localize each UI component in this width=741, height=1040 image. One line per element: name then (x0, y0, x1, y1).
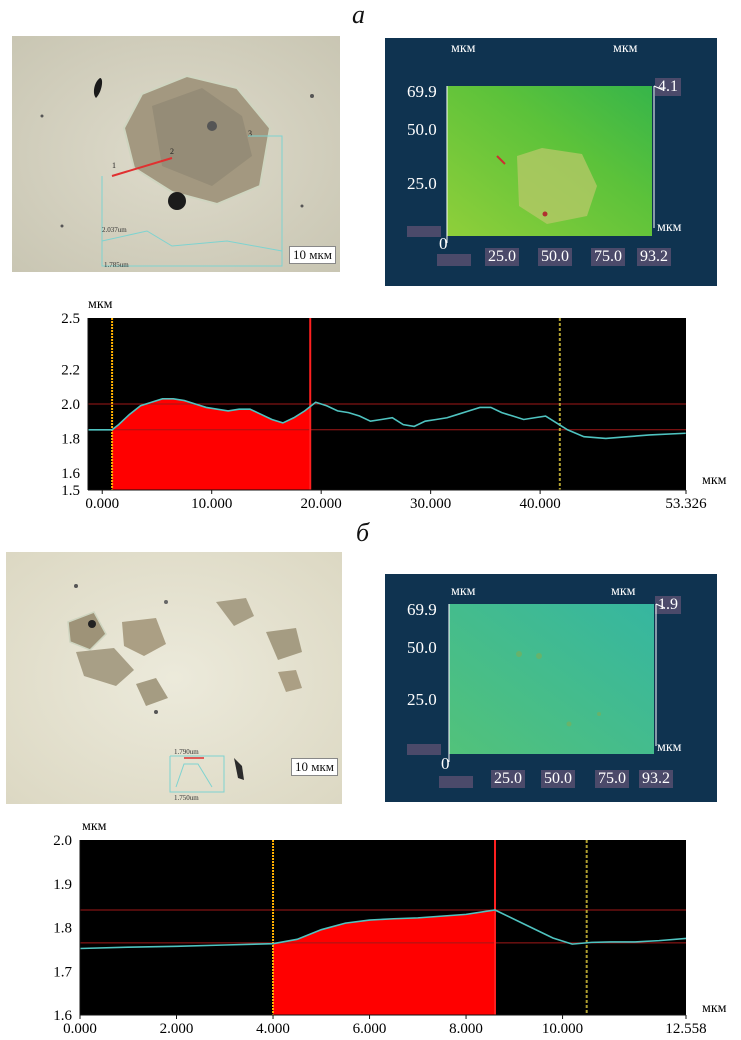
x-tick-label: 20.000 (301, 496, 342, 512)
scale-label-a: 10 мкм (288, 246, 336, 264)
micrograph-b: 1.790um 1.750um 10 мкм (6, 552, 342, 804)
map-a-x-unit: мкм (657, 220, 682, 235)
map-b-ytick-2: 50.0 (407, 638, 437, 657)
x-tick-label: 10.000 (542, 1021, 583, 1037)
micro-measure-1: 2.037um (102, 226, 127, 234)
map-a-blank-tag (407, 226, 441, 237)
height-map-b: мкм мкм 1.9 69.9 50.0 25.0 мкм 0 25.0 50… (385, 574, 717, 802)
x-tick-label: 4.000 (256, 1021, 290, 1037)
profile-line (88, 398, 686, 440)
x-tick-label: 40.000 (519, 496, 560, 512)
map-b-xtick-2: 50.0 (541, 770, 575, 788)
map-a-xtick-1: 25.0 (485, 248, 519, 266)
y-tick-label: 1.9 (53, 877, 72, 893)
map-b-ytick-1: 69.9 (407, 600, 437, 619)
height-map-a: мкм мкм 4.1 69.9 50.0 25.0 мкм 0 25.0 50… (385, 38, 717, 286)
map-a-blank-tag-2 (437, 254, 471, 266)
map-b-x-unit: мкм (657, 740, 682, 755)
micrograph-b-image: 1.790um 1.750um (6, 552, 342, 804)
x-axis-unit: мкм (702, 1001, 727, 1016)
point-label-2: 2 (170, 147, 174, 156)
map-a-ytick-3: 25.0 (407, 174, 437, 193)
map-a-surface (447, 86, 652, 236)
micro-b-measure-2: 1.750um (174, 794, 199, 802)
y-axis-unit: мкм (82, 819, 107, 834)
micro-measure-2: 1.785um (104, 261, 129, 269)
y-tick-label: 2.0 (53, 833, 72, 849)
y-tick-label: 1.5 (61, 483, 80, 499)
x-tick-label: 0.000 (85, 496, 119, 512)
y-tick-label: 1.6 (61, 466, 80, 482)
map-b-surface (449, 604, 654, 754)
map-a-z-max: 4.1 (655, 78, 681, 96)
y-tick-label: 1.8 (53, 921, 72, 937)
map-a-ytick-1: 69.9 (407, 82, 437, 101)
profile-fill-area (112, 398, 311, 490)
map-a-axes (446, 85, 664, 243)
map-a-y-unit: мкм (451, 41, 476, 56)
x-tick-label: 12.558 (665, 1021, 706, 1037)
panel-label-b: б (356, 518, 370, 547)
panel-label-a: а (352, 0, 365, 29)
x-tick-label: 10.000 (191, 496, 232, 512)
x-tick-label: 2.000 (160, 1021, 194, 1037)
profile-fill-area (273, 910, 496, 1015)
profile-line (79, 909, 687, 950)
map-b-xtick-3: 75.0 (595, 770, 629, 788)
x-tick-label: 8.000 (449, 1021, 483, 1037)
map-b-axes (448, 603, 666, 762)
x-tick-label: 30.000 (410, 496, 451, 512)
map-a-ytick-2: 50.0 (407, 120, 437, 139)
x-tick-label: 53.326 (665, 496, 707, 512)
map-a-xtick-3: 75.0 (591, 248, 625, 266)
map-a-xtick-2: 50.0 (538, 248, 572, 266)
micro-b-measure-1: 1.790um (174, 748, 199, 756)
x-tick-label: 0.000 (63, 1021, 97, 1037)
x-axis-unit: мкм (702, 473, 727, 488)
y-tick-label: 1.6 (53, 1008, 72, 1024)
map-a-xtick-4: 93.2 (637, 248, 671, 266)
x-tick-label: 6.000 (353, 1021, 387, 1037)
micrograph-a-image: 1 2 3 2.037um 1.785um (12, 36, 340, 272)
point-label-1: 1 (112, 161, 116, 170)
point-label-3: 3 (248, 129, 252, 138)
y-tick-label: 1.8 (61, 431, 80, 447)
profile-chart-a: 2.5 2.2 2.0 1.8 1.61.5 0.000 10.000 20.000 30.00… (61, 297, 727, 512)
map-b-blank-tag-2 (439, 776, 473, 788)
map-b-xtick-1: 25.0 (491, 770, 525, 788)
profile-chart-b: 2.0 1.9 1.8 1.7 1.60.000 2.000 4.000 6.000 8.000… (53, 819, 727, 1037)
y-axis-unit: мкм (88, 297, 113, 312)
map-a-xtick-0: 0 (439, 234, 448, 253)
y-tick-label: 2.2 (61, 363, 80, 379)
map-b-ytick-3: 25.0 (407, 690, 437, 709)
micrograph-a: 1 2 3 2.037um 1.785um 10 мкм (12, 36, 340, 272)
map-b-xtick-4: 93.2 (639, 770, 673, 788)
map-b-z-unit: мкм (611, 584, 636, 599)
y-tick-label: 2.5 (61, 311, 80, 327)
map-b-y-unit: мкм (451, 584, 476, 599)
map-b-xtick-0: 0 (441, 754, 450, 773)
map-b-blank-tag (407, 744, 441, 755)
y-tick-label: 2.0 (61, 397, 80, 413)
map-a-z-unit: мкм (613, 41, 638, 56)
scale-label-b: 10 мкм (290, 758, 338, 776)
y-tick-label: 1.7 (53, 964, 72, 980)
map-b-z-max: 1.9 (655, 596, 681, 614)
